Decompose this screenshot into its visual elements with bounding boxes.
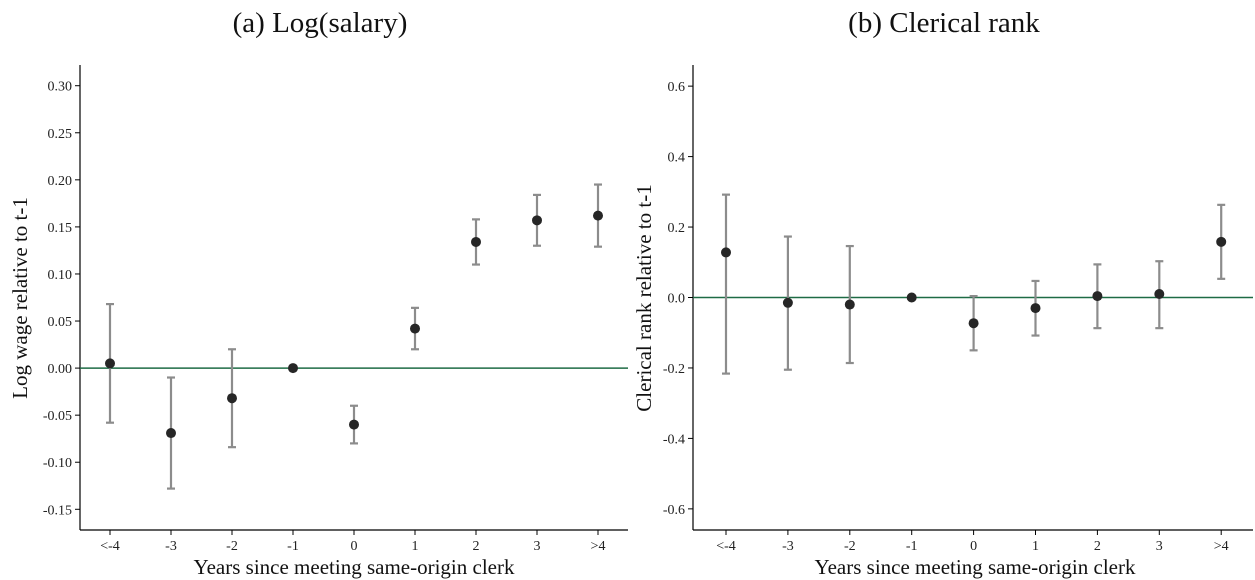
x-tick-label: -2 — [844, 539, 856, 554]
x-tick-label: <-4 — [100, 539, 120, 554]
x-tick-label: 3 — [534, 539, 541, 554]
panel-b-title: (b) Clerical rank — [848, 7, 1040, 39]
y-tick-label: 0.0 — [668, 292, 686, 307]
x-tick-label: -3 — [782, 539, 794, 554]
x-tick-label: 1 — [1032, 539, 1039, 554]
y-tick-label: 0.6 — [668, 80, 686, 95]
y-tick-label: 0.00 — [48, 362, 73, 377]
x-tick-label: -1 — [287, 539, 299, 554]
panel-clerical-rank: (b) Clerical rank Clerical rank relative… — [632, 7, 1253, 579]
y-tick-label: 0.4 — [668, 151, 686, 166]
data-point — [968, 318, 979, 329]
data-point — [166, 428, 176, 439]
panel-log-salary: (a) Log(salary) Log wage relative to t-1… — [8, 7, 628, 579]
x-tick-label: >4 — [1214, 539, 1229, 554]
data-point — [1216, 236, 1227, 247]
data-point — [471, 236, 481, 247]
data-point — [906, 292, 917, 303]
y-tick-label: 0.25 — [48, 127, 73, 142]
x-tick-label: >4 — [591, 539, 606, 554]
panel-a-x-label: Years since meeting same-origin clerk — [194, 555, 515, 579]
y-tick-label: -0.10 — [43, 456, 72, 471]
y-tick-label: 0.05 — [48, 315, 73, 330]
data-point — [1092, 291, 1103, 302]
data-point — [593, 210, 603, 221]
panel-a-y-label: Log wage relative to t-1 — [8, 197, 32, 399]
data-point — [782, 297, 793, 308]
y-tick-label: 0.20 — [48, 174, 73, 189]
data-point — [105, 358, 115, 369]
data-point — [410, 323, 420, 334]
data-point — [1030, 303, 1041, 314]
data-point — [227, 393, 237, 404]
panel-a-title: (a) Log(salary) — [233, 7, 408, 39]
x-tick-label: 1 — [412, 539, 419, 554]
x-tick-label: 3 — [1156, 539, 1163, 554]
x-tick-label: -1 — [906, 539, 918, 554]
y-tick-label: -0.4 — [663, 432, 685, 447]
y-tick-label: -0.6 — [663, 503, 685, 518]
error-bar — [722, 193, 730, 375]
panel-b-y-label: Clerical rank relative to t-1 — [632, 184, 656, 411]
x-tick-label: <-4 — [716, 539, 736, 554]
x-tick-label: 0 — [351, 539, 358, 554]
y-tick-label: -0.15 — [43, 503, 72, 518]
x-tick-label: 0 — [970, 539, 977, 554]
x-tick-label: 2 — [473, 539, 480, 554]
y-tick-label: 0.15 — [48, 221, 73, 236]
data-point — [532, 215, 542, 226]
data-point — [288, 363, 298, 374]
y-tick-label: -0.2 — [663, 362, 685, 377]
y-tick-label: 0.30 — [48, 80, 73, 95]
y-tick-label: 0.2 — [668, 221, 686, 236]
y-tick-label: -0.05 — [43, 409, 72, 424]
data-point — [349, 419, 359, 430]
y-tick-label: 0.10 — [48, 268, 73, 283]
x-tick-label: 2 — [1094, 539, 1101, 554]
data-point — [844, 299, 855, 310]
x-tick-label: -2 — [226, 539, 238, 554]
data-point — [1154, 288, 1165, 299]
x-tick-label: -3 — [165, 539, 177, 554]
data-point — [721, 247, 731, 258]
panel-b-x-label: Years since meeting same-origin clerk — [815, 555, 1136, 579]
